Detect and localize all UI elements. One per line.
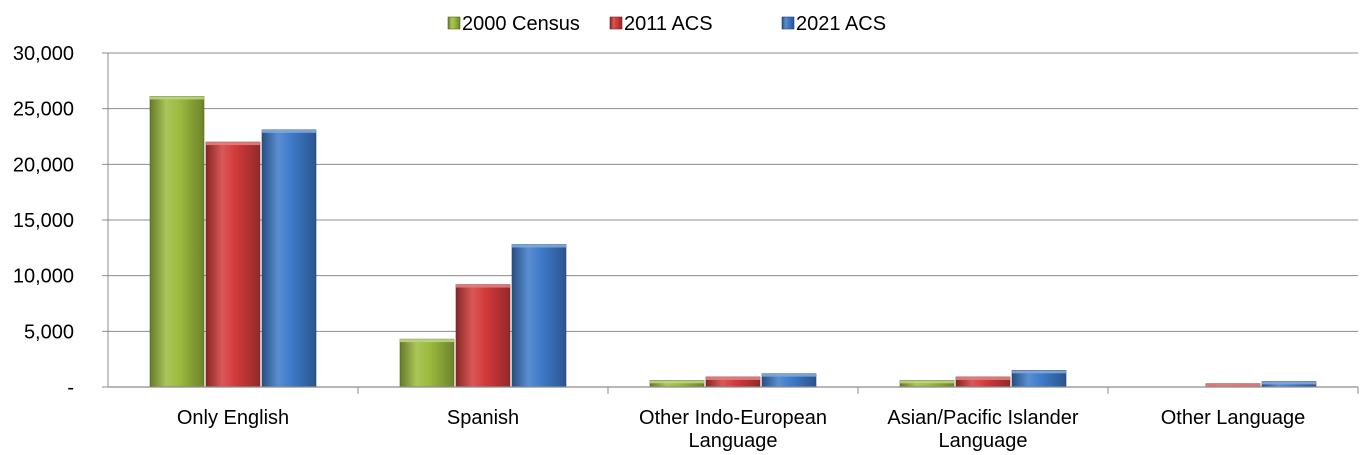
legend-item: 2011 ACS (609, 13, 713, 35)
bar-top (1012, 370, 1066, 374)
y-tick-label: 15,000 (13, 210, 74, 232)
x-tick-label: Only English (177, 407, 289, 429)
bar-top (762, 373, 816, 377)
gridlines (108, 52, 1358, 332)
bar (205, 141, 261, 388)
bar-top (706, 376, 760, 380)
bar-top (150, 96, 204, 100)
bar-top (456, 284, 510, 288)
bar (261, 129, 317, 388)
bar (511, 244, 567, 388)
x-tick-label: Spanish (447, 407, 519, 429)
y-tick-label: 10,000 (13, 266, 74, 288)
y-tick-label: 5,000 (24, 321, 74, 343)
legend-label: 2011 ACS (624, 13, 713, 35)
bar-top (650, 380, 704, 384)
y-axis-ticks: - 5,000 10,000 15,000 20,000 25,000 30,000 (13, 43, 108, 399)
legend-label: 2000 Census (462, 13, 580, 35)
chart-legend: 2000 Census 2011 ACS 2021 ACS (447, 13, 886, 35)
x-tick-label: Other Indo-European Language (639, 407, 827, 452)
legend-swatch (781, 16, 795, 30)
x-axis-ticks: Only English Spanish Other Indo-European La… (177, 407, 1305, 452)
y-tick-label: 30,000 (13, 43, 74, 65)
bar-top (1262, 381, 1316, 385)
y-tick-label: 20,000 (13, 154, 74, 176)
bar-top (400, 339, 454, 343)
bar-top (206, 142, 260, 146)
x-axis (107, 53, 1359, 394)
bar-top (956, 376, 1010, 380)
bar-top (262, 129, 316, 133)
legend-swatch (447, 16, 461, 30)
legend-item: 2000 Census (447, 13, 580, 35)
legend-swatch (609, 16, 623, 30)
y-tick-label: - (67, 377, 74, 399)
bars (149, 96, 1317, 388)
bar-top (1206, 383, 1260, 387)
x-tick-label: Other Language (1161, 407, 1306, 429)
bar (149, 96, 205, 388)
bar (399, 338, 455, 388)
x-tick-label: Asian/Pacific Islander Language (887, 407, 1079, 452)
legend-label: 2021 ACS (796, 13, 886, 35)
bar-top (512, 244, 566, 248)
bar-top (900, 380, 954, 384)
legend-item: 2021 ACS (781, 13, 886, 35)
y-tick-label: 25,000 (13, 99, 74, 121)
bar (455, 284, 511, 388)
